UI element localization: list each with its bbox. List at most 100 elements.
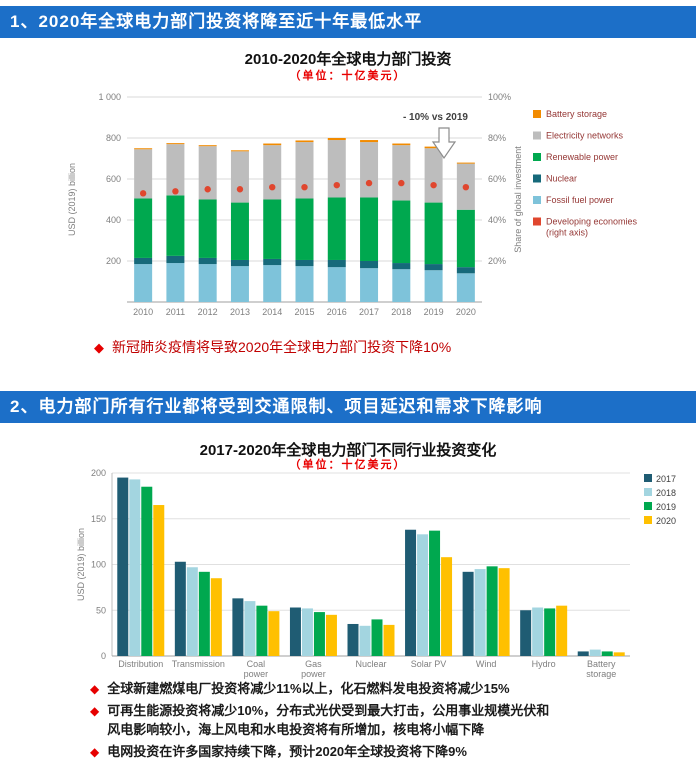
bar-2017 <box>577 651 589 656</box>
x-tick-label: Wind <box>476 659 497 669</box>
annotation-decline-label: - 10% vs 2019 <box>403 112 468 123</box>
bar-electricity-networks <box>360 142 379 198</box>
y-tick-label: 150 <box>91 514 106 524</box>
x-tick-label: power <box>244 669 269 679</box>
dot-developing-economies <box>269 184 276 191</box>
bar-electricity-networks <box>198 146 217 200</box>
x-tick-label: 2010 <box>133 307 153 317</box>
bar-fossil-fuel-power <box>456 273 475 302</box>
legend-swatch-2019 <box>644 502 652 510</box>
legend-label: Fossil fuel power <box>546 195 614 205</box>
bar-nuclear <box>166 255 185 264</box>
bar-fossil-fuel-power <box>166 263 185 302</box>
y2-tick-label: 60% <box>488 174 506 184</box>
bar-2018 <box>417 534 429 656</box>
diamond-bullet-icon: ◆ <box>90 682 100 696</box>
bar-fossil-fuel-power <box>198 264 217 302</box>
legend-label: 2017 <box>656 474 676 484</box>
bar-2019 <box>371 619 383 656</box>
y2-tick-label: 80% <box>488 133 506 143</box>
bar-2019 <box>429 530 441 656</box>
legend-swatch-battery-storage <box>533 110 541 118</box>
bar-2018 <box>244 601 256 656</box>
dot-developing-economies <box>398 179 405 187</box>
chart1-title: 2010-2020年全球电力部门投资 <box>244 51 452 68</box>
bar-fossil-fuel-power <box>295 266 314 302</box>
x-tick-label: Coal <box>247 659 266 669</box>
bar-2018 <box>129 479 141 656</box>
bar-2020 <box>556 605 568 656</box>
bar-nuclear <box>424 264 443 271</box>
legend-swatch-2020 <box>644 516 652 524</box>
x-tick-label: 2020 <box>456 307 476 317</box>
bar-battery-storage <box>230 150 249 152</box>
chart2-subtitle: （单位：十亿美元） <box>289 459 407 471</box>
legend-label: 2020 <box>656 516 676 526</box>
legend-label: (right axis) <box>546 228 588 238</box>
bar-2018 <box>474 569 486 656</box>
bar-nuclear <box>360 261 379 269</box>
bar-battery-storage <box>134 148 153 150</box>
x-tick-label: Transmission <box>172 659 225 669</box>
bar-2020 <box>268 611 280 656</box>
bar-electricity-networks <box>392 145 411 201</box>
diamond-bullet-icon: ◆ <box>90 744 100 759</box>
bar-fossil-fuel-power <box>360 268 379 302</box>
x-tick-label: Nuclear <box>355 659 386 669</box>
legend-label: Battery storage <box>546 109 607 119</box>
dot-developing-economies <box>236 186 244 193</box>
bar-nuclear <box>263 258 282 266</box>
bar-2020 <box>441 557 453 656</box>
x-tick-label: Gas <box>305 659 322 669</box>
chart2-title: 2017-2020年全球电力部门不同行业投资变化 <box>199 442 497 459</box>
bar-nuclear <box>230 259 249 267</box>
y2-axis-title: Share of global investment <box>513 146 523 253</box>
bar-2019 <box>313 612 325 656</box>
legend-label: 2018 <box>656 488 676 498</box>
dot-developing-economies <box>172 188 179 195</box>
section2-header: 2、电力部门所有行业都将受到交通限制、项目延迟和需求下降影响 <box>0 391 696 423</box>
dot-developing-economies <box>139 190 147 197</box>
x-tick-label: storage <box>586 669 616 679</box>
bar-fossil-fuel-power <box>424 270 443 302</box>
section1-bullet: ◆ 新冠肺炎疫情将导致2020年全球电力部门投资下降10% <box>94 337 451 357</box>
y-tick-label: 50 <box>96 605 106 615</box>
chart2-grouped-bar-chart: 0 50 100 150 200 Distribution Transmission Coal… <box>76 468 676 679</box>
y2-tick-label: 40% <box>488 215 506 225</box>
section2-bullet-text: 全球新建燃煤电厂投资将减少11%以上，化石燃料发电投资将减少15% <box>107 681 510 696</box>
x-tick-label: Hydro <box>532 659 556 669</box>
bar-electricity-networks <box>295 142 314 199</box>
y-tick-label: 600 <box>106 174 121 184</box>
bar-battery-storage <box>392 143 411 146</box>
diamond-bullet-icon: ◆ <box>90 704 100 719</box>
bar-2018 <box>532 607 544 656</box>
x-tick-label: 2017 <box>359 307 379 317</box>
dot-developing-economies <box>333 181 340 189</box>
bar-renewable-power <box>134 198 153 258</box>
section2-bullet: ◆ 全球新建燃煤电厂投资将减少11%以上，化石燃料发电投资将减少15% <box>90 680 676 699</box>
y-tick-label: 800 <box>106 133 121 143</box>
bar-2020 <box>383 624 395 656</box>
bar-2019 <box>601 651 613 656</box>
legend-label: Developing economies <box>546 217 638 227</box>
x-tick-label: Battery <box>587 659 616 669</box>
bar-2019 <box>141 486 153 656</box>
bar-2020 <box>153 505 165 656</box>
bar-2020 <box>498 568 510 656</box>
legend-label: Renewable power <box>546 152 618 162</box>
bar-battery-storage <box>295 140 314 143</box>
bar-nuclear <box>198 257 217 265</box>
y-tick-label: 200 <box>106 256 121 266</box>
legend-swatch-2017 <box>644 474 652 482</box>
bar-battery-storage <box>263 143 282 146</box>
x-tick-label: Distribution <box>118 659 163 669</box>
bar-battery-storage <box>198 145 217 147</box>
bar-electricity-networks <box>263 145 282 200</box>
bar-2017 <box>405 529 417 656</box>
bar-electricity-networks <box>424 148 443 203</box>
legend-label: Electricity networks <box>546 131 624 141</box>
x-tick-label: 2012 <box>198 307 218 317</box>
bar-fossil-fuel-power <box>230 266 249 302</box>
dot-developing-economies <box>204 186 211 193</box>
